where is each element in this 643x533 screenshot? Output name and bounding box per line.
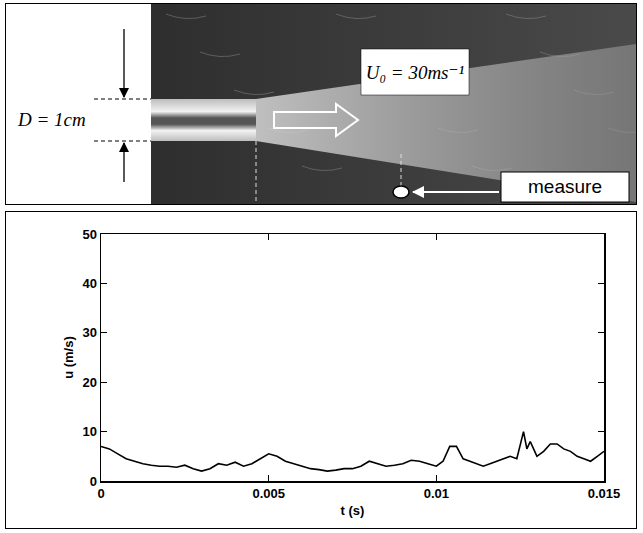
svg-text:0.005: 0.005	[252, 486, 285, 501]
svg-text:40: 40	[82, 276, 96, 291]
svg-text:0: 0	[90, 474, 97, 489]
svg-text:10: 10	[82, 424, 96, 439]
svg-text:0: 0	[97, 486, 104, 501]
svg-text:measure: measure	[528, 176, 602, 197]
svg-text:U₀ = 30ms⁻¹: U₀ = 30ms⁻¹	[366, 62, 465, 83]
svg-text:50: 50	[82, 227, 96, 242]
svg-text:20: 20	[82, 375, 96, 390]
svg-text:30: 30	[82, 325, 96, 340]
svg-text:0.015: 0.015	[588, 486, 621, 501]
svg-text:u (m/s): u (m/s)	[61, 336, 76, 379]
svg-text:D = 1cm: D = 1cm	[17, 109, 86, 130]
svg-text:0.01: 0.01	[424, 486, 449, 501]
svg-text:t (s): t (s)	[341, 503, 365, 518]
